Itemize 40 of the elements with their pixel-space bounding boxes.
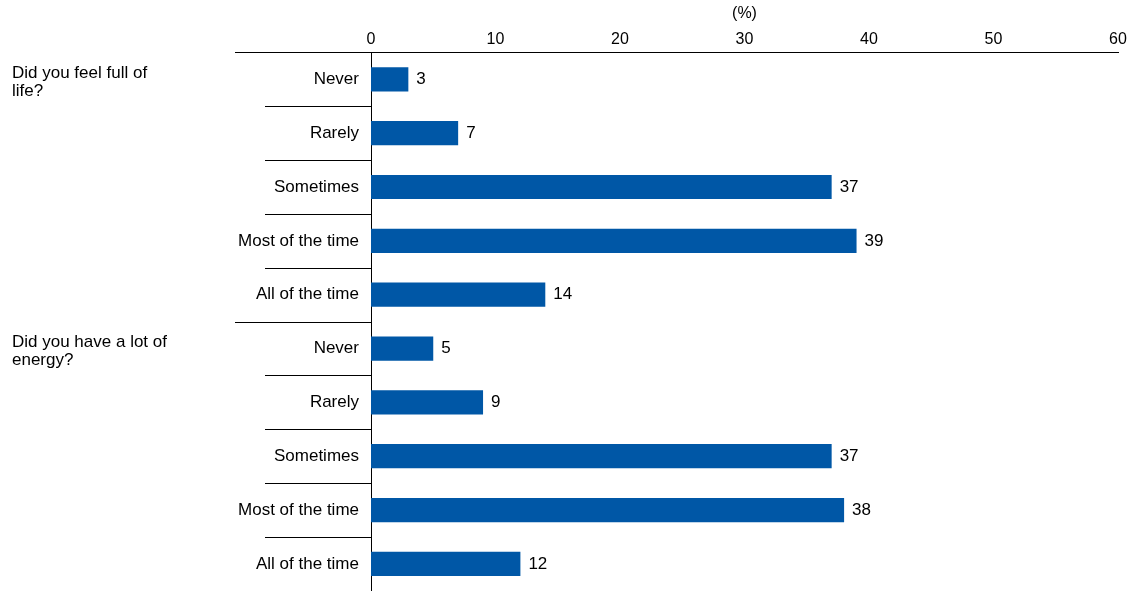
- y-tick-label: Never: [313, 69, 360, 89]
- x-tick-label: 60: [1109, 30, 1127, 48]
- x-tick-label: 20: [611, 30, 629, 48]
- y-tick-label: Most of the time: [238, 499, 359, 519]
- bar: [371, 121, 459, 146]
- y-tick-label: Sometimes: [273, 176, 359, 196]
- y-tick-label: Sometimes: [273, 445, 359, 465]
- x-axis-title: (%): [732, 4, 757, 22]
- bar: [371, 228, 857, 253]
- y-tick-label: All of the time: [256, 284, 359, 304]
- data-label: 3: [416, 69, 426, 89]
- text: Did you have a lot of energy?: [12, 332, 168, 370]
- x-tick-label: 30: [735, 30, 754, 48]
- bar: [371, 497, 845, 523]
- data-label: 14: [553, 284, 573, 304]
- y-tick-label: Rarely: [309, 392, 360, 412]
- data-label: 37: [839, 445, 859, 465]
- data-label: 12: [528, 553, 548, 573]
- bar: [371, 174, 832, 200]
- data-label: 5: [441, 338, 451, 358]
- bar: [371, 390, 484, 415]
- bar: [371, 282, 546, 307]
- data-label: 9: [491, 392, 501, 412]
- text: Did you feel full of life?: [12, 63, 148, 101]
- bar: [371, 336, 434, 361]
- x-tick-label: 40: [860, 30, 878, 48]
- data-label: 37: [839, 176, 859, 196]
- y-tick-label: Most of the time: [238, 230, 359, 250]
- data-label: 38: [852, 499, 872, 519]
- bar: [371, 67, 409, 92]
- data-label: 7: [466, 122, 476, 142]
- bar: [371, 551, 521, 576]
- x-tick-label: 10: [486, 30, 505, 48]
- y-tick-label: Rarely: [309, 122, 360, 142]
- y-tick-label: All of the time: [256, 553, 359, 573]
- data-label: 39: [864, 230, 884, 250]
- y-tick-label: Never: [313, 338, 360, 358]
- bar: [371, 444, 832, 469]
- x-tick-label: 0: [366, 30, 376, 48]
- x-tick-label: 50: [984, 30, 1003, 48]
